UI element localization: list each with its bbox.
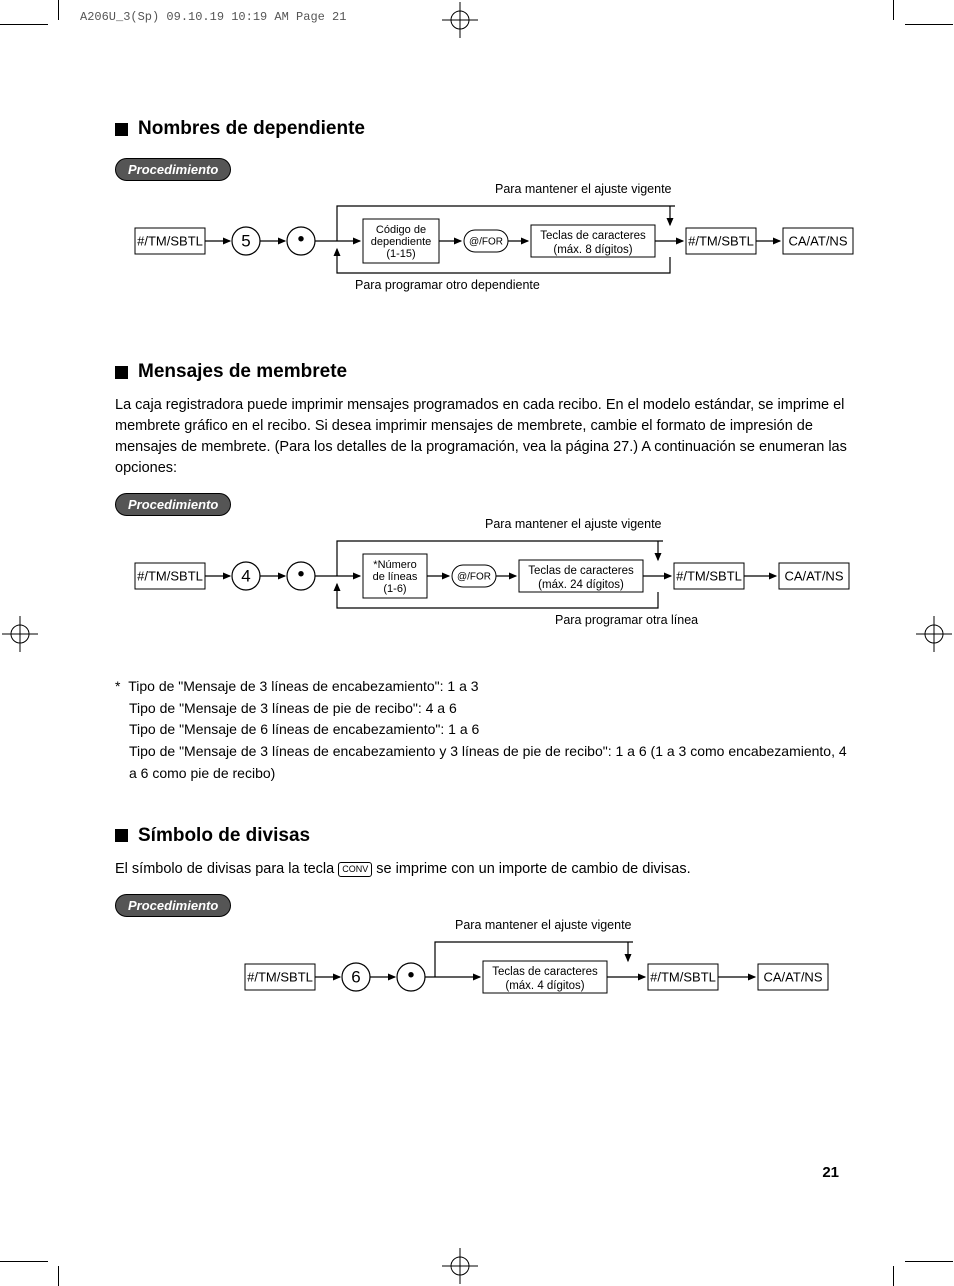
crop-mark — [0, 1261, 48, 1262]
key-label: • — [297, 563, 304, 585]
flow-text: dependiente — [371, 236, 432, 248]
flow-note: Para programar otro dependiente — [355, 278, 540, 292]
crop-mark — [0, 24, 48, 25]
key-label: 6 — [351, 967, 360, 986]
key-label: @/FOR — [469, 237, 503, 248]
section-body: El símbolo de divisas para la tecla CONV… — [115, 859, 855, 880]
flow-note: Para programar otra línea — [555, 613, 698, 627]
square-bullet-icon — [115, 829, 128, 842]
flow-text: (máx. 4 dígitos) — [505, 980, 584, 992]
flow-note: Para mantener el ajuste vigente — [485, 517, 662, 531]
registration-mark-icon — [440, 1246, 480, 1286]
flow-text: de líneas — [373, 571, 418, 583]
flow-text: Teclas de caracteres — [492, 966, 598, 978]
flow-text: Teclas de caracteres — [528, 565, 634, 577]
body-text-pre: El símbolo de divisas para la tecla — [115, 861, 338, 877]
body-text-post: se imprime con un importe de cambio de d… — [372, 861, 690, 877]
key-label: 4 — [241, 567, 250, 586]
key-label: #/TM/SBTL — [688, 233, 754, 248]
flow-text: Código de — [376, 224, 426, 236]
flow-note: Para mantener el ajuste vigente — [455, 918, 632, 932]
key-label: #/TM/SBTL — [137, 569, 203, 584]
crop-mark — [893, 0, 894, 20]
square-bullet-icon — [115, 123, 128, 136]
procedure-label: Procedimiento — [115, 158, 231, 181]
page-number: 21 — [822, 1164, 839, 1181]
notes-block: * Tipo de "Mensaje de 3 líneas de encabe… — [115, 676, 855, 784]
section-title-3: Símbolo de divisas — [115, 825, 855, 847]
crop-mark — [58, 1266, 59, 1286]
page-imprint: A206U_3(Sp) 09.10.19 10:19 AM Page 21 — [80, 10, 346, 24]
key-label: #/TM/SBTL — [676, 569, 742, 584]
key-label: CA/AT/NS — [764, 969, 823, 984]
section-title-1: Nombres de dependiente — [115, 118, 855, 140]
note-line: Tipo de "Mensaje de 3 líneas de encabeza… — [128, 678, 478, 694]
section-body: La caja registradora puede imprimir mens… — [115, 395, 855, 479]
flow-text: *Número — [373, 559, 416, 571]
flow-text: (máx. 8 dígitos) — [553, 244, 632, 256]
section-heading: Mensajes de membrete — [138, 361, 347, 383]
key-label: #/TM/SBTL — [650, 969, 716, 984]
key-label: CA/AT/NS — [789, 233, 848, 248]
key-label: • — [297, 228, 304, 250]
crop-mark — [905, 1261, 953, 1262]
flow-text: (máx. 24 dígitos) — [538, 579, 624, 591]
square-bullet-icon — [115, 366, 128, 379]
note-line: Tipo de "Mensaje de 3 líneas de pie de r… — [115, 698, 855, 720]
procedure-label: Procedimiento — [115, 493, 231, 516]
registration-mark-icon — [440, 0, 480, 40]
conv-key-icon: CONV — [338, 862, 372, 877]
content-area: Nombres de dependiente Procedimiento Par… — [115, 110, 855, 1017]
registration-mark-icon — [914, 614, 954, 654]
key-label: • — [407, 964, 414, 986]
page: A206U_3(Sp) 09.10.19 10:19 AM Page 21 No… — [0, 0, 954, 1286]
flow-note: Para mantener el ajuste vigente — [495, 182, 672, 196]
crop-mark — [893, 1266, 894, 1286]
asterisk: * — [115, 678, 120, 694]
key-label: #/TM/SBTL — [137, 233, 203, 248]
procedure-label: Procedimiento — [115, 894, 231, 917]
flow-text: Teclas de caracteres — [540, 230, 646, 242]
crop-mark — [58, 0, 59, 20]
key-label: #/TM/SBTL — [247, 969, 313, 984]
key-label: CA/AT/NS — [785, 569, 844, 584]
note-line: Tipo de "Mensaje de 3 líneas de encabeza… — [115, 741, 855, 784]
crop-mark — [905, 24, 953, 25]
section-title-2: Mensajes de membrete — [115, 361, 855, 383]
section-heading: Nombres de dependiente — [138, 118, 365, 140]
section-heading: Símbolo de divisas — [138, 825, 310, 847]
note-line: Tipo de "Mensaje de 6 líneas de encabeza… — [115, 719, 855, 741]
flowchart-3: Para mantener el ajuste vigente #/TM/SBT… — [115, 917, 855, 1017]
registration-mark-icon — [0, 614, 40, 654]
flowchart-2: Para mantener el ajuste vigente #/TM/SBT… — [115, 516, 855, 656]
key-label: @/FOR — [457, 572, 491, 583]
flow-text: (1-6) — [383, 583, 406, 595]
flow-text: (1-15) — [386, 248, 415, 260]
flowchart-1: Para mantener el ajuste vigente #/TM/SBT… — [115, 181, 855, 321]
key-label: 5 — [241, 231, 250, 250]
